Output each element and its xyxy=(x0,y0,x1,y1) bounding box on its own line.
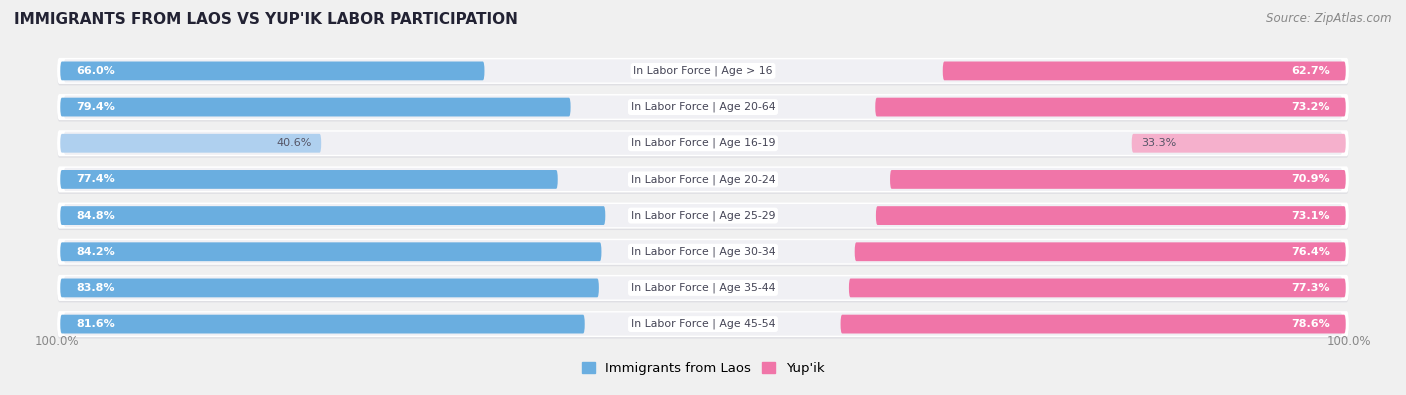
FancyBboxPatch shape xyxy=(63,240,1343,263)
FancyBboxPatch shape xyxy=(63,59,1343,83)
FancyBboxPatch shape xyxy=(58,240,1348,266)
Text: 100.0%: 100.0% xyxy=(1327,335,1371,348)
FancyBboxPatch shape xyxy=(58,58,1348,84)
FancyBboxPatch shape xyxy=(58,239,1348,265)
Legend: Immigrants from Laos, Yup'ik: Immigrants from Laos, Yup'ik xyxy=(576,356,830,380)
Text: 83.8%: 83.8% xyxy=(76,283,115,293)
FancyBboxPatch shape xyxy=(58,312,1348,339)
FancyBboxPatch shape xyxy=(876,206,1346,225)
FancyBboxPatch shape xyxy=(58,59,1348,85)
FancyBboxPatch shape xyxy=(60,62,485,80)
FancyBboxPatch shape xyxy=(60,315,585,333)
FancyBboxPatch shape xyxy=(60,134,321,152)
FancyBboxPatch shape xyxy=(1132,134,1346,152)
Text: Source: ZipAtlas.com: Source: ZipAtlas.com xyxy=(1267,12,1392,25)
FancyBboxPatch shape xyxy=(58,275,1348,301)
Text: 84.2%: 84.2% xyxy=(76,247,115,257)
Text: In Labor Force | Age 45-54: In Labor Force | Age 45-54 xyxy=(631,319,775,329)
FancyBboxPatch shape xyxy=(58,204,1348,230)
Text: 62.7%: 62.7% xyxy=(1291,66,1330,76)
Text: In Labor Force | Age 16-19: In Labor Force | Age 16-19 xyxy=(631,138,775,149)
FancyBboxPatch shape xyxy=(58,94,1348,120)
FancyBboxPatch shape xyxy=(58,276,1348,303)
FancyBboxPatch shape xyxy=(943,62,1346,80)
Text: 84.8%: 84.8% xyxy=(76,211,115,220)
FancyBboxPatch shape xyxy=(58,130,1348,156)
FancyBboxPatch shape xyxy=(63,204,1343,227)
Text: In Labor Force | Age 20-64: In Labor Force | Age 20-64 xyxy=(631,102,775,112)
FancyBboxPatch shape xyxy=(63,312,1343,336)
Text: In Labor Force | Age > 16: In Labor Force | Age > 16 xyxy=(633,66,773,76)
FancyBboxPatch shape xyxy=(63,132,1343,155)
Text: 100.0%: 100.0% xyxy=(35,335,79,348)
FancyBboxPatch shape xyxy=(58,96,1348,122)
Text: 78.6%: 78.6% xyxy=(1291,319,1330,329)
FancyBboxPatch shape xyxy=(876,98,1346,117)
Text: 66.0%: 66.0% xyxy=(76,66,115,76)
FancyBboxPatch shape xyxy=(63,96,1343,118)
FancyBboxPatch shape xyxy=(58,168,1348,194)
Text: In Labor Force | Age 30-34: In Labor Force | Age 30-34 xyxy=(631,246,775,257)
FancyBboxPatch shape xyxy=(60,278,599,297)
Text: 40.6%: 40.6% xyxy=(276,138,312,148)
FancyBboxPatch shape xyxy=(849,278,1346,297)
FancyBboxPatch shape xyxy=(60,170,558,189)
Text: 77.4%: 77.4% xyxy=(76,175,115,184)
Text: In Labor Force | Age 20-24: In Labor Force | Age 20-24 xyxy=(631,174,775,185)
FancyBboxPatch shape xyxy=(890,170,1346,189)
Text: In Labor Force | Age 25-29: In Labor Force | Age 25-29 xyxy=(631,210,775,221)
FancyBboxPatch shape xyxy=(58,311,1348,337)
Text: 73.1%: 73.1% xyxy=(1291,211,1330,220)
FancyBboxPatch shape xyxy=(63,276,1343,299)
FancyBboxPatch shape xyxy=(841,315,1346,333)
Text: IMMIGRANTS FROM LAOS VS YUP'IK LABOR PARTICIPATION: IMMIGRANTS FROM LAOS VS YUP'IK LABOR PAR… xyxy=(14,12,517,27)
FancyBboxPatch shape xyxy=(58,203,1348,229)
Text: 81.6%: 81.6% xyxy=(76,319,115,329)
FancyBboxPatch shape xyxy=(855,243,1346,261)
Text: 76.4%: 76.4% xyxy=(1291,247,1330,257)
Text: 70.9%: 70.9% xyxy=(1291,175,1330,184)
FancyBboxPatch shape xyxy=(63,168,1343,191)
Text: In Labor Force | Age 35-44: In Labor Force | Age 35-44 xyxy=(631,283,775,293)
Text: 79.4%: 79.4% xyxy=(76,102,115,112)
Text: 77.3%: 77.3% xyxy=(1291,283,1330,293)
Text: 33.3%: 33.3% xyxy=(1142,138,1177,148)
FancyBboxPatch shape xyxy=(60,243,602,261)
FancyBboxPatch shape xyxy=(60,206,606,225)
Text: 73.2%: 73.2% xyxy=(1291,102,1330,112)
FancyBboxPatch shape xyxy=(58,132,1348,158)
FancyBboxPatch shape xyxy=(60,98,571,117)
FancyBboxPatch shape xyxy=(58,166,1348,192)
